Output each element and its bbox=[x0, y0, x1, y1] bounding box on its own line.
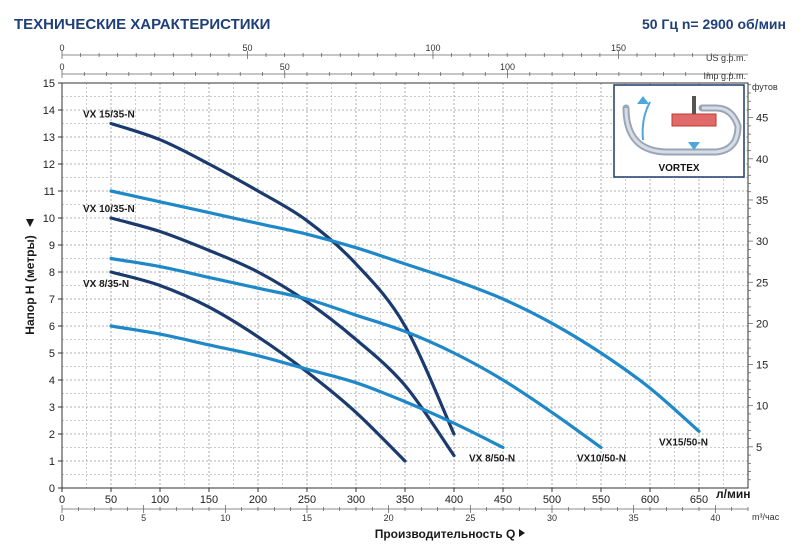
y-tick-label: 5 bbox=[49, 348, 55, 360]
imp-gpm-tick-label: 100 bbox=[500, 62, 515, 72]
m3h-tick-label: 35 bbox=[629, 513, 639, 523]
feet-tick-label: 35 bbox=[756, 195, 768, 207]
y-tick-label: 2 bbox=[49, 429, 55, 441]
x-axis-unit: л/мин bbox=[716, 487, 750, 501]
curve-label: VX 15/35-N bbox=[83, 110, 135, 121]
y-tick-label: 3 bbox=[49, 402, 55, 414]
us-gpm-label: US g.p.m. bbox=[706, 53, 746, 63]
top-axes bbox=[61, 51, 748, 78]
y-tick-label: 9 bbox=[49, 240, 55, 252]
feet-tick-label: 15 bbox=[756, 360, 768, 372]
chart-subtitle: 50 Гц n= 2900 об/мин bbox=[642, 16, 786, 32]
m3h-tick-label: 30 bbox=[547, 513, 557, 523]
x-tick-label: 650 bbox=[690, 494, 708, 506]
y-tick-label: 0 bbox=[49, 483, 55, 495]
grid bbox=[62, 83, 748, 488]
y-axis-arrow-icon bbox=[26, 219, 34, 227]
y-tick-label: 11 bbox=[44, 186, 55, 198]
y-tick-label: 10 bbox=[43, 213, 55, 225]
y-tick-label: 6 bbox=[49, 321, 55, 333]
x-axis-arrow-icon bbox=[519, 529, 525, 537]
curve-label: VX10/50-N bbox=[577, 454, 626, 465]
curve-label: VX15/50-N bbox=[659, 437, 708, 448]
inlet-arrow-icon bbox=[688, 142, 700, 150]
x-tick-label: 300 bbox=[347, 494, 365, 506]
x-tick-label: 600 bbox=[641, 494, 659, 506]
curve-vx10-50-n bbox=[109, 256, 603, 450]
x-tick-label: 250 bbox=[298, 494, 316, 506]
x-tick-label: 550 bbox=[592, 494, 610, 506]
flow-arrow-icon bbox=[637, 96, 649, 104]
curve-label: VX 8/35-N bbox=[83, 279, 129, 290]
x-tick-label: 150 bbox=[200, 494, 218, 506]
imp-gpm-tick-label: 0 bbox=[59, 62, 64, 72]
us-gpm-tick-label: 0 bbox=[59, 43, 64, 53]
y-tick-label: 4 bbox=[49, 375, 55, 387]
curve-vx-10-35-n bbox=[109, 216, 456, 458]
y-tick-label: 12 bbox=[43, 159, 55, 171]
feet-tick-label: 30 bbox=[756, 236, 768, 248]
curve-label: VX 8/50-N bbox=[469, 454, 515, 465]
feet-tick-label: 25 bbox=[756, 277, 768, 289]
imp-gpm-label: Imp g.p.m. bbox=[703, 71, 746, 81]
m3h-axis bbox=[61, 505, 749, 513]
feet-tick-label: 5 bbox=[756, 442, 762, 454]
us-gpm-tick-label: 50 bbox=[242, 43, 252, 53]
y-axis-title-group: Напор H (метры) bbox=[23, 219, 37, 335]
x-axis-title: Производительность Q bbox=[375, 527, 516, 541]
curve-vx-8-35-n bbox=[109, 270, 407, 463]
imp-gpm-tick-label: 50 bbox=[280, 62, 290, 72]
feet-tick-label: 45 bbox=[756, 113, 768, 125]
y-tick-label: 13 bbox=[43, 132, 55, 144]
curves: VX 15/35-N VX 10/35-N VX 8/35-N VX15/50-N VX… bbox=[83, 110, 708, 465]
x-tick-label: 100 bbox=[151, 494, 169, 506]
vortex-inset: VORTEX bbox=[613, 84, 745, 178]
feet-tick-label: 40 bbox=[756, 154, 768, 166]
y-tick-label: 7 bbox=[49, 294, 55, 306]
y-tick-label: 1 bbox=[49, 456, 55, 468]
m3h-tick-label: 0 bbox=[59, 513, 64, 523]
m3h-tick-label: 20 bbox=[384, 513, 394, 523]
y-tick-label: 8 bbox=[49, 267, 55, 279]
m3h-tick-label: 40 bbox=[710, 513, 720, 523]
x-tick-label: 350 bbox=[396, 494, 414, 506]
y-tick-label: 15 bbox=[43, 78, 55, 90]
us-gpm-tick-label: 150 bbox=[611, 43, 626, 53]
m3h-tick-label: 5 bbox=[141, 513, 146, 523]
us-gpm-tick-label: 100 bbox=[425, 43, 440, 53]
curve-vx15-50-n bbox=[109, 189, 701, 433]
feet-tick-label: 20 bbox=[756, 318, 768, 330]
impeller-icon bbox=[671, 113, 717, 127]
curve-vx-15-35-n bbox=[109, 121, 456, 436]
x-tick-label: 0 bbox=[59, 494, 65, 506]
x-tick-label: 50 bbox=[105, 494, 117, 506]
y-axis-title: Напор H (метры) bbox=[23, 235, 37, 334]
y-tick-label: 14 bbox=[43, 105, 55, 117]
m3h-label: m³/час bbox=[752, 512, 780, 522]
m3h-tick-label: 10 bbox=[220, 513, 230, 523]
x-tick-label: 500 bbox=[543, 494, 561, 506]
m3h-tick-label: 25 bbox=[465, 513, 475, 523]
curve-vx-8-50-n bbox=[109, 324, 505, 450]
x-tick-label: 200 bbox=[249, 494, 267, 506]
tick-labels: 0 50 100 150 200 250 300 350 400 450 500 550 600 6500… bbox=[43, 43, 769, 523]
m3h-tick-label: 15 bbox=[302, 513, 312, 523]
feet-tick-label: 10 bbox=[756, 401, 768, 413]
chart-title: ТЕХНИЧЕСКИЕ ХАРАКТЕРИСТИКИ bbox=[14, 16, 270, 33]
curve-label: VX 10/35-N bbox=[83, 204, 135, 215]
inset-label: VORTEX bbox=[658, 163, 699, 174]
feet-label: футов bbox=[752, 82, 778, 92]
x-tick-label: 450 bbox=[494, 494, 512, 506]
x-tick-label: 400 bbox=[445, 494, 463, 506]
